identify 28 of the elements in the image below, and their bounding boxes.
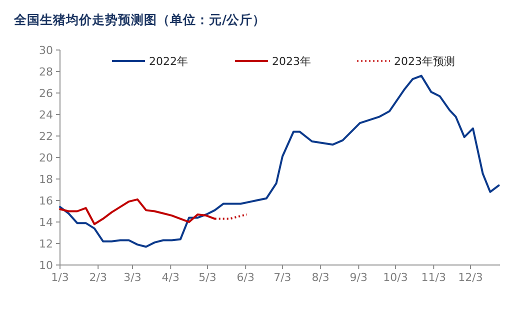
chart-title: 全国生猪均价走势预测图（单位：元/公斤）	[13, 12, 266, 27]
x-tick-label: 4/3	[162, 271, 180, 284]
x-tick-label: 3/3	[124, 271, 142, 284]
y-tick-label: 20	[39, 152, 53, 164]
y-tick-label: 18	[39, 173, 53, 186]
y-tick-label: 30	[39, 44, 53, 57]
y-tick-label: 10	[39, 259, 53, 272]
legend-label: 2023年预测	[394, 55, 455, 68]
legend-label: 2023年	[272, 55, 311, 68]
x-tick-label: 8/3	[312, 271, 330, 284]
x-tick-label: 7/3	[274, 271, 292, 284]
y-tick-label: 26	[39, 87, 53, 100]
x-tick-label: 11/3	[421, 271, 446, 284]
x-tick-label: 12/3	[458, 271, 483, 284]
line-series	[59, 74, 500, 248]
x-tick-label: 1/3	[51, 271, 69, 284]
y-tick-label: 28	[39, 66, 53, 78]
x-tick-label: 6/3	[236, 271, 254, 284]
legend-label: 2022年	[149, 55, 188, 68]
y-tick-label: 24	[39, 108, 53, 122]
y-tick-label: 22	[39, 130, 53, 143]
x-tick-label: 2/3	[89, 271, 107, 284]
x-tick-label: 9/3	[350, 271, 368, 284]
y-tick-label: 12	[39, 238, 53, 250]
y-tick-label: 16	[39, 194, 53, 208]
x-tick-label: 10/3	[383, 271, 408, 284]
y-tick-label: 14	[39, 216, 53, 229]
x-tick-label: 5/3	[198, 271, 216, 284]
